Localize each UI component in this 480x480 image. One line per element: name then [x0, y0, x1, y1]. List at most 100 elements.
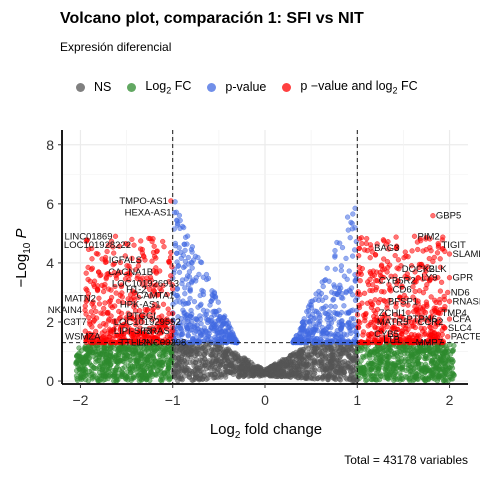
data-point [164, 291, 170, 298]
data-point [203, 348, 209, 354]
gene-label: BAG3 [374, 243, 399, 254]
data-point [193, 316, 200, 323]
data-point [437, 264, 444, 270]
data-point [106, 360, 112, 366]
data-point [76, 345, 82, 351]
data-point [367, 287, 373, 294]
data-point [187, 286, 193, 292]
gene-label: GBP5 [436, 211, 461, 222]
data-point [232, 350, 239, 356]
data-point [99, 256, 105, 262]
data-point [440, 234, 446, 240]
data-point [73, 359, 79, 365]
data-point [403, 356, 409, 362]
data-point [405, 302, 411, 308]
data-point [112, 233, 119, 239]
data-point [101, 305, 107, 312]
data-point [174, 292, 180, 299]
data-point [138, 246, 144, 252]
data-point [348, 368, 354, 374]
data-point [116, 243, 123, 249]
data-point [264, 366, 270, 372]
data-point [341, 273, 348, 279]
data-point [221, 349, 227, 355]
data-point [221, 314, 227, 321]
data-point [337, 368, 343, 374]
data-point [142, 367, 148, 373]
data-point [430, 213, 436, 219]
data-point [215, 366, 221, 373]
data-point [175, 378, 181, 384]
data-point [209, 362, 216, 368]
data-point [158, 373, 164, 379]
data-point [182, 263, 188, 269]
data-point [343, 347, 349, 353]
data-point [441, 297, 448, 303]
data-point [165, 306, 171, 312]
data-point [165, 361, 172, 367]
data-point [322, 356, 329, 362]
data-point [442, 372, 448, 378]
legend-item-ns: NS [76, 80, 111, 94]
gene-label: PIM2 [418, 231, 440, 242]
data-point [338, 344, 345, 350]
data-point [445, 289, 451, 296]
data-point [311, 359, 317, 366]
data-point [201, 344, 207, 350]
data-point [372, 252, 379, 258]
data-point [182, 373, 188, 379]
data-point [368, 304, 375, 311]
data-point [325, 314, 332, 321]
data-point [114, 359, 120, 365]
data-point [176, 269, 183, 275]
data-point [176, 212, 183, 219]
data-point [338, 319, 345, 325]
data-point [250, 368, 256, 374]
data-point [99, 351, 105, 357]
legend-item-log2fc: Log2 FC [127, 79, 191, 96]
data-point [405, 254, 411, 260]
y-tick-label: 6 [46, 196, 54, 212]
data-point [184, 325, 191, 331]
data-point [108, 238, 115, 245]
legend-item-both: p −value and log2 FC [282, 79, 418, 96]
data-point [227, 348, 233, 354]
data-point [223, 374, 229, 380]
gene-label: PACTE [451, 332, 480, 343]
data-point [400, 366, 406, 373]
legend-label-ns: NS [94, 80, 112, 95]
x-tick-label: 0 [261, 392, 269, 408]
data-point [422, 309, 429, 316]
data-point [431, 254, 437, 261]
data-point [356, 236, 363, 242]
data-point [348, 345, 354, 352]
data-point [446, 275, 453, 281]
data-point [403, 374, 409, 380]
data-point [195, 365, 201, 371]
data-point [183, 301, 189, 307]
data-point [337, 282, 343, 288]
y-tick-label: 2 [46, 314, 54, 330]
data-point [373, 354, 379, 361]
data-point [189, 244, 196, 250]
data-point [195, 254, 201, 261]
data-point [133, 347, 139, 353]
gene-label: BFSP1 [388, 296, 418, 307]
data-point [368, 270, 374, 277]
data-point [108, 287, 114, 293]
y-tick-label: 8 [46, 137, 54, 153]
data-point [230, 331, 236, 337]
legend-swatch-ns [76, 82, 85, 92]
plot-title: Volcano plot, comparación 1: SFI vs NIT [60, 10, 364, 27]
data-point [451, 343, 457, 349]
data-point [313, 315, 319, 321]
data-point [301, 316, 307, 322]
data-point [104, 310, 110, 316]
data-point [345, 214, 351, 220]
data-point [178, 316, 184, 322]
gene-label: MMP7 [416, 338, 443, 349]
data-point [341, 303, 347, 309]
data-point [445, 334, 451, 340]
data-point [166, 258, 172, 265]
data-point [86, 372, 93, 379]
